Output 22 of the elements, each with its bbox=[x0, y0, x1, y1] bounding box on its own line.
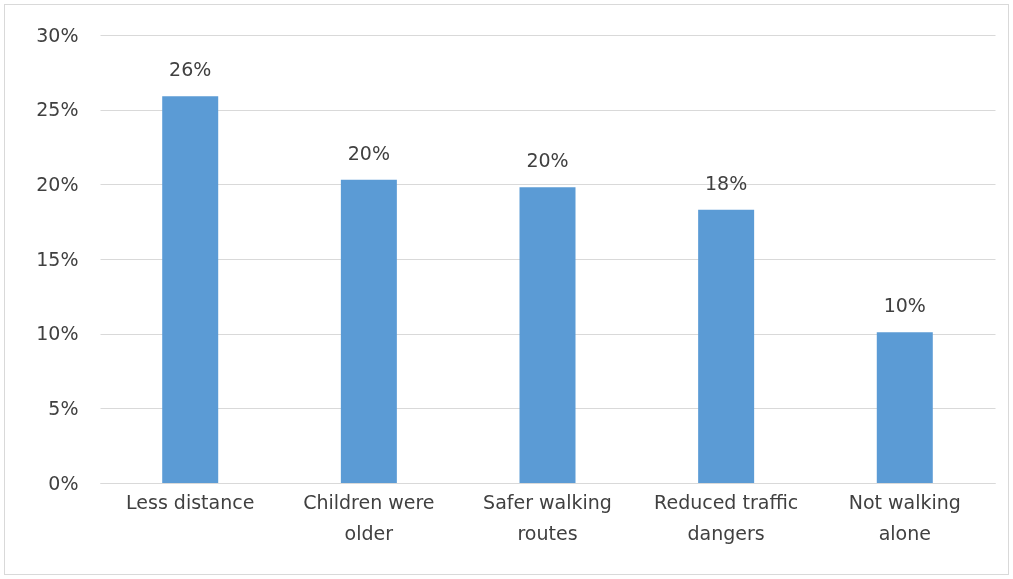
y-tick-label: 5% bbox=[48, 396, 79, 419]
y-tick-label: 30% bbox=[36, 23, 79, 46]
x-tick-label: Reduced traffic dangers bbox=[654, 490, 799, 544]
x-tick-label: Less distance bbox=[126, 490, 255, 513]
y-tick-label: 0% bbox=[48, 471, 79, 494]
y-tick-label: 25% bbox=[36, 98, 79, 121]
bar bbox=[876, 332, 933, 483]
data-label: 26% bbox=[169, 58, 212, 81]
x-tick-label: Not walking alone bbox=[848, 490, 961, 544]
y-tick-label: 20% bbox=[36, 172, 79, 195]
data-label: 20% bbox=[347, 141, 390, 164]
y-tick-label: 10% bbox=[36, 322, 79, 345]
bar bbox=[340, 179, 397, 483]
data-label: 18% bbox=[705, 171, 748, 194]
bar bbox=[162, 96, 219, 483]
bar bbox=[519, 187, 576, 483]
y-tick-label: 15% bbox=[36, 247, 79, 270]
x-tick-label: Children were older bbox=[303, 490, 435, 544]
bar bbox=[698, 209, 755, 483]
data-label: 10% bbox=[883, 294, 926, 317]
x-tick-label: Safer walking routes bbox=[483, 490, 612, 544]
data-label: 20% bbox=[526, 149, 569, 172]
